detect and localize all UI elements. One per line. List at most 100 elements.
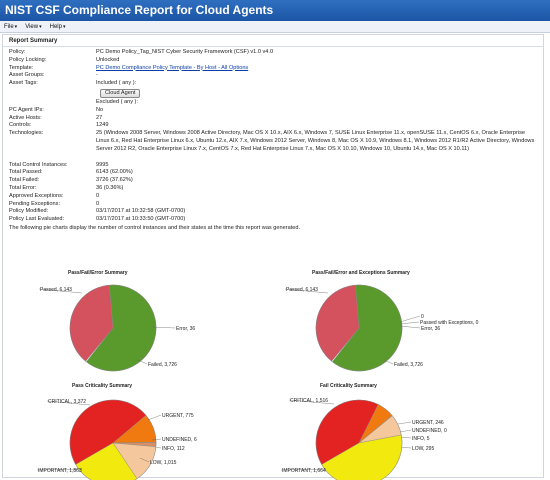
pie-leader-line (151, 438, 162, 441)
row-key: Total Failed: (9, 177, 40, 184)
row-key: Technologies: (9, 130, 44, 137)
chart-title: Pass Criticality Summary (72, 383, 133, 389)
pie-label-low: LOW, 1,015 (150, 460, 177, 466)
row-value: 3726 (37.62%) (96, 177, 133, 184)
menu-help-label: Help (49, 23, 62, 30)
pie-slice-critical (315, 399, 379, 465)
row-value: 03/17/2017 at 10:32:58 (GMT-0700) (96, 208, 186, 215)
menu-file-label: File (4, 23, 14, 30)
pie-leader-line (383, 359, 394, 365)
pie-label-important: IMPORTANT, 1,863 (38, 468, 82, 474)
row-value: 0 (96, 192, 100, 199)
row-key: Total Passed: (9, 169, 43, 176)
row-value: 1249 (96, 122, 109, 129)
row-key: Total Error: (9, 184, 37, 191)
totals-row-modified: Policy Modified: 03/17/2017 at 10:32:58 (… (9, 208, 543, 216)
chevron-down-icon: ▾ (14, 23, 18, 30)
pie-label-urgent: URGENT, 775 (162, 413, 194, 419)
pie-leader-line (137, 359, 148, 365)
pie-label-exceptions: 0 (421, 314, 424, 320)
pie-label-undefined: UNDEFINED, 0 (412, 428, 447, 434)
row-value: PC Demo Policy_Tag_NIST Cyber Security F… (96, 49, 274, 55)
totals-row-pending: Pending Exceptions: 0 (9, 201, 543, 209)
section-heading: Report Summary (3, 35, 543, 47)
row-key: Active Hosts: (9, 114, 42, 121)
template-link[interactable]: PC Demo Compliance Policy Template - By … (96, 64, 249, 71)
pie-label-critical: CRITICAL, 3,372 (48, 399, 86, 405)
row-value: Excluded ( any ): (96, 98, 138, 105)
pie-label-low: LOW, 295 (412, 446, 434, 452)
pie-leader-line (399, 429, 412, 433)
pie-leader-line (399, 325, 421, 329)
pie-charts-note: The following pie charts display the num… (9, 224, 301, 231)
chart-title: Pass/Fail/Error Summary (68, 270, 128, 276)
row-key: Total Control Instances: (9, 161, 68, 168)
menu-file[interactable]: File▾ (4, 24, 17, 30)
row-value: 36 (0.36%) (96, 184, 124, 191)
pie-leader-line (280, 468, 327, 471)
pie-leader-line (36, 468, 83, 471)
pie-leader-line (397, 421, 412, 425)
row-value: Included ( any ): (96, 80, 137, 87)
row-value: 25 (Windows 2008 Server, Windows 2008 Ac… (96, 130, 535, 152)
menu-help[interactable]: Help▾ (50, 24, 66, 30)
pie-slice-important (75, 442, 138, 480)
pie-leader-line (46, 400, 91, 406)
row-key: Policy Locking: (9, 56, 47, 63)
summary-row-asset-groups: Asset Groups: - (9, 72, 543, 80)
summary-row-asset-tags: Asset Tags: Included ( any ): (9, 80, 543, 88)
row-value: Unlocked (96, 56, 120, 63)
summary-row-asset-tag-button: Cloud Agent (9, 88, 543, 99)
menu-view-label: View (25, 23, 39, 30)
row-key: Template: (9, 64, 34, 71)
totals-row-instances: Total Control Instances: 9995 (9, 162, 543, 170)
pie-leader-line (139, 457, 150, 463)
chevron-down-icon: ▾ (62, 23, 66, 30)
menu-bar: File▾ View▾ Help▾ (0, 21, 550, 33)
totals-row-passed: Total Passed: 6143 (62.00%) (9, 169, 543, 177)
pie-label-undefined: UNDEFINED, 6 (162, 437, 197, 443)
pie-leader-line (38, 288, 83, 294)
pie-leader-line (399, 315, 421, 323)
summary-row-agent-ips: PC Agent IPs: No (9, 107, 543, 115)
cloud-agent-tag-button[interactable]: Cloud Agent (100, 88, 141, 98)
row-key: PC Agent IPs: (9, 106, 44, 113)
pie-label-passed-with-exceptions: Passed with Exceptions, 0 (420, 320, 479, 326)
pie-label-error: Error, 36 (421, 326, 440, 332)
row-value: 0 (96, 200, 100, 207)
summary-rows: Policy: PC Demo Policy_Tag_NIST Cyber Sec… (3, 47, 543, 224)
pie-label-passed: Passed, 6,143 (286, 287, 318, 293)
row-key: Policy Last Evaluated: (9, 216, 65, 223)
row-value: - (96, 72, 98, 79)
totals-row-evaluated: Policy Last Evaluated: 03/17/2017 at 10:3… (9, 216, 543, 224)
row-key: Pending Exceptions: (9, 200, 60, 207)
chart-title: Pass/Fail/Error and Exceptions Summary (312, 270, 410, 276)
pie-leader-line (399, 436, 412, 439)
menu-view[interactable]: View▾ (25, 24, 41, 30)
chart-title: Fail Criticality Summary (320, 383, 377, 389)
report-panel: Report Summary Policy: PC Demo Policy_Tag… (2, 34, 544, 478)
pie-leader-line (288, 399, 335, 405)
summary-row-policy: Policy: PC Demo Policy_Tag_NIST Cyber Sec… (9, 49, 543, 57)
pie-slice-failed (315, 284, 360, 362)
row-value: 6143 (62.00%) (96, 169, 133, 176)
pie-leader-line (399, 321, 420, 325)
pie-slice-critical (69, 399, 147, 465)
window-title: NIST CSF Compliance Report for Cloud Age… (0, 0, 550, 21)
row-value: 9995 (96, 161, 109, 168)
row-key: Controls: (9, 122, 32, 129)
row-key: Asset Tags: (9, 80, 38, 87)
pie-label-failed: Failed, 3,726 (394, 362, 423, 368)
pie-slice-passed (332, 284, 403, 372)
row-value: 27 (96, 114, 103, 121)
pie-leader-line (147, 414, 162, 421)
pie-slice-passed (86, 284, 157, 372)
pie-slice-important (321, 434, 403, 480)
pie-slice-failed (69, 284, 114, 362)
pie-leader-line (284, 288, 329, 294)
pie-label-info: INFO, 5 (412, 436, 430, 442)
row-key: Policy: (9, 49, 26, 55)
chevron-down-icon: ▾ (39, 23, 42, 30)
pie-label-error: Error, 36 (176, 326, 195, 332)
